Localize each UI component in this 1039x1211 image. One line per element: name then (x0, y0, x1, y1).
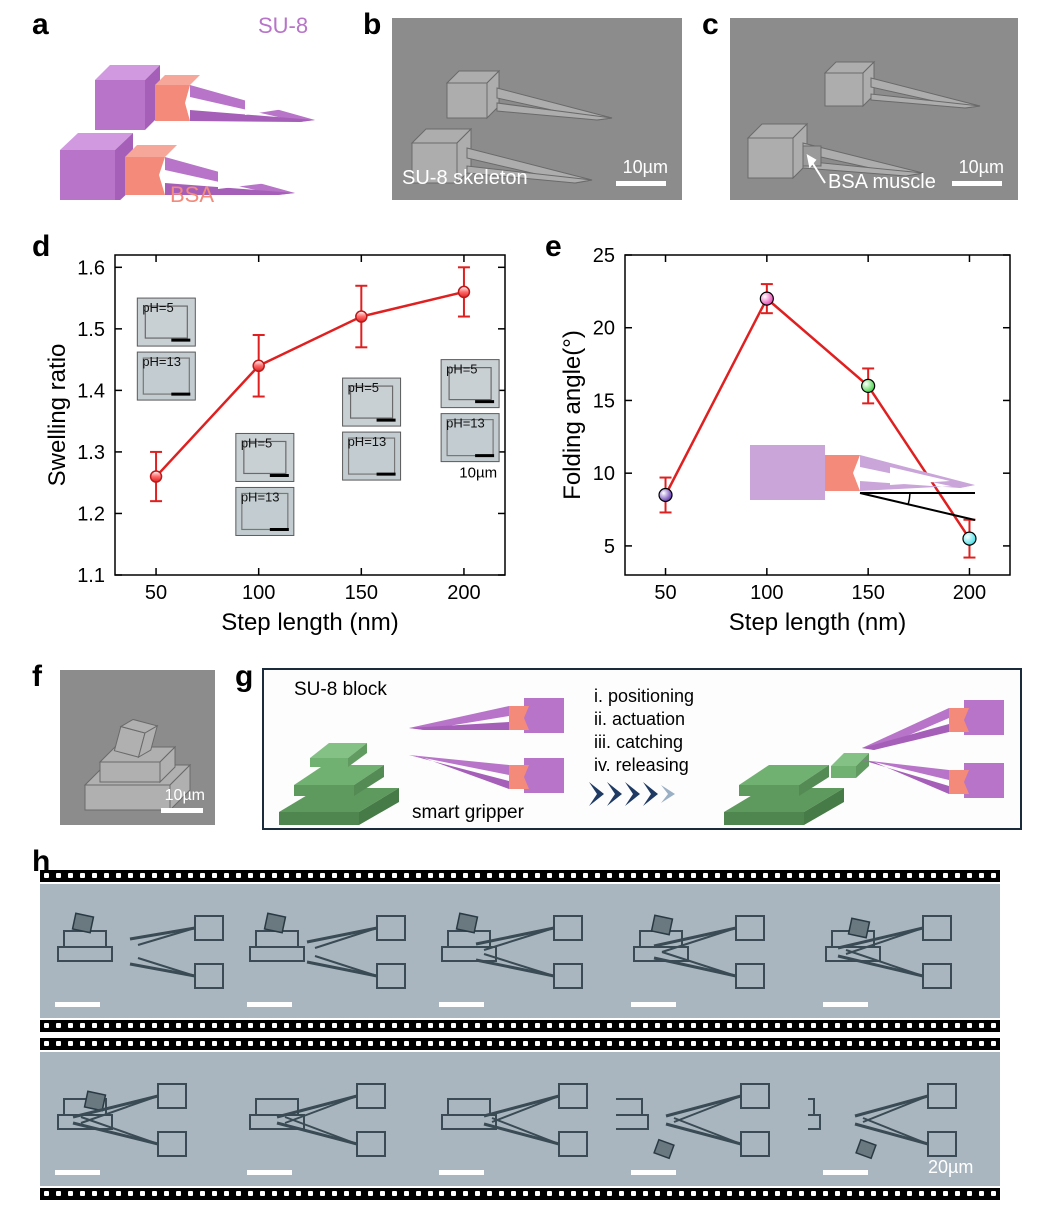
filmstrip-frame (424, 1052, 616, 1186)
panel-b-scalebar (616, 181, 666, 186)
svg-text:1.2: 1.2 (77, 503, 105, 525)
panel-b-caption: SU-8 skeleton (402, 167, 528, 190)
panel-c-caption: BSA muscle (828, 171, 936, 194)
svg-text:150: 150 (851, 582, 884, 604)
panel-c-scalebar-label: 10µm (959, 157, 1004, 178)
svg-text:pH=13: pH=13 (142, 354, 181, 369)
panel-label-c: c (702, 8, 719, 42)
film-strip (40, 870, 1000, 882)
svg-text:Folding angle(°): Folding angle(°) (559, 330, 586, 500)
chart-d-svg: 50 100 150 200 1.1 1.2 1.3 1.4 1.5 1.6 Step length… (40, 240, 520, 640)
figure-root: a (0, 0, 1039, 1211)
panel-label-b: b (363, 8, 381, 42)
panel-c-sem: BSA muscle 10µm (730, 18, 1018, 200)
g-gripper-label-svg: smart gripper (412, 802, 525, 823)
svg-text:1.5: 1.5 (77, 319, 105, 341)
filmstrip-frame (232, 1052, 424, 1186)
svg-text:100: 100 (750, 582, 783, 604)
svg-text:Swelling ratio: Swelling ratio (44, 344, 71, 487)
svg-text:10: 10 (593, 463, 615, 485)
filmstrip-frame: 20µm (808, 1052, 1000, 1186)
panel-f-scalebar (161, 808, 203, 813)
svg-text:50: 50 (654, 582, 676, 604)
filmstrip-frame (616, 884, 808, 1018)
panel-f-scalebar-label: 10µm (165, 787, 205, 805)
panel-e-chart: 50 100 150 200 5 10 15 20 25 Step length (nm) Fold… (555, 240, 1025, 640)
svg-text:1.6: 1.6 (77, 257, 105, 279)
film-strip (40, 1038, 1000, 1050)
svg-text:200: 200 (447, 582, 480, 604)
panel-d-chart: 50 100 150 200 1.1 1.2 1.3 1.4 1.5 1.6 Step length… (40, 240, 520, 640)
panel-label-a: a (32, 8, 49, 42)
svg-text:150: 150 (345, 582, 378, 604)
svg-text:20: 20 (593, 318, 615, 340)
filmstrip-frame (40, 1052, 232, 1186)
svg-text:50: 50 (145, 582, 167, 604)
svg-text:pH=5: pH=5 (446, 362, 477, 377)
panel-b-sem: SU-8 skeleton 10µm (392, 18, 682, 200)
svg-text:15: 15 (593, 390, 615, 412)
svg-text:200: 200 (953, 582, 986, 604)
svg-text:pH=13: pH=13 (348, 434, 387, 449)
filmstrip-frame (616, 1052, 808, 1186)
panel-c-scalebar (952, 181, 1002, 186)
svg-text:5: 5 (604, 536, 615, 558)
filmstrip-frame (808, 884, 1000, 1018)
film-strip (40, 1188, 1000, 1200)
g-su8-block-label-svg: SU-8 block (294, 679, 387, 700)
svg-text:100: 100 (242, 582, 275, 604)
panel-f-sem: 10µm (60, 670, 215, 825)
svg-text:1.1: 1.1 (77, 565, 105, 587)
svg-text:iv. releasing: iv. releasing (594, 755, 689, 775)
filmstrip-frame (40, 884, 232, 1018)
svg-text:i. positioning: i. positioning (594, 686, 694, 706)
svg-text:1.3: 1.3 (77, 442, 105, 464)
panel-g-frame: ów SU-8 block smart gripper i. positioni… (262, 668, 1022, 830)
filmstrip-frame (232, 884, 424, 1018)
svg-text:25: 25 (593, 245, 615, 267)
film-strip (40, 1020, 1000, 1032)
panel-h-scalebar-label: 20µm (928, 1157, 973, 1178)
svg-text:Step length (nm): Step length (nm) (729, 609, 906, 636)
label-bsa: BSA (170, 182, 214, 208)
chart-e-svg: 50 100 150 200 5 10 15 20 25 Step length (nm) Fold… (555, 240, 1025, 640)
panel-b-scalebar-label: 10µm (623, 157, 668, 178)
svg-text:pH=5: pH=5 (142, 300, 173, 315)
panel-label-f: f (32, 660, 42, 694)
svg-text:1.4: 1.4 (77, 380, 105, 402)
svg-text:10µm: 10µm (459, 465, 497, 482)
svg-text:pH=13: pH=13 (446, 416, 485, 431)
svg-text:pH=5: pH=5 (241, 435, 272, 450)
label-su8: SU-8 (258, 13, 308, 39)
svg-text:iii. catching: iii. catching (594, 732, 683, 752)
panel-a-illustration: SU-8 BSA (60, 15, 350, 200)
svg-text:pH=5: pH=5 (348, 380, 379, 395)
svg-text:ii. actuation: ii. actuation (594, 709, 685, 729)
svg-text:Step length (nm): Step length (nm) (221, 609, 398, 636)
filmstrip-frame (424, 884, 616, 1018)
svg-text:pH=13: pH=13 (241, 489, 280, 504)
panel-label-g: g (235, 660, 253, 694)
